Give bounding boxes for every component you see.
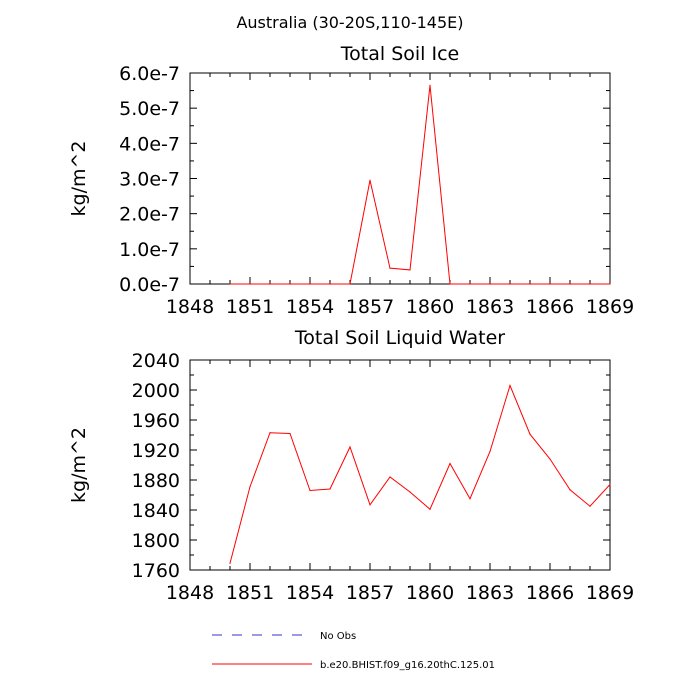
data-point bbox=[609, 483, 611, 486]
legend: No Obs b.e20.BHIST.f09_g16.20thC.125.01 bbox=[212, 631, 495, 671]
data-point bbox=[429, 508, 431, 510]
y-tick-label: 1800 bbox=[132, 530, 180, 552]
x-tick-label: 1869 bbox=[586, 582, 634, 604]
data-point bbox=[609, 283, 611, 285]
x-tick-label: 1863 bbox=[466, 582, 514, 604]
y-tick-label: 1840 bbox=[132, 500, 180, 522]
data-point bbox=[289, 283, 291, 285]
data-point bbox=[249, 283, 251, 285]
x-tick-label: 1869 bbox=[586, 296, 634, 318]
x-tick-label: 1866 bbox=[526, 582, 574, 604]
data-point bbox=[489, 450, 491, 453]
legend-item: No Obs bbox=[212, 631, 356, 642]
data-point bbox=[589, 505, 591, 507]
x-tick-label: 1854 bbox=[286, 582, 334, 604]
data-point bbox=[569, 283, 571, 285]
data-point bbox=[329, 488, 331, 490]
y-tick-label: 4.0e-7 bbox=[119, 133, 180, 155]
y-tick-label: 2000 bbox=[132, 380, 180, 402]
data-point bbox=[269, 283, 271, 285]
x-tick-label: 1863 bbox=[466, 296, 514, 318]
data-point bbox=[469, 498, 471, 500]
x-tick-label: 1851 bbox=[226, 582, 274, 604]
x-tick-label: 1854 bbox=[286, 296, 334, 318]
data-point bbox=[509, 283, 511, 285]
y-tick-label: 1880 bbox=[132, 470, 180, 492]
legend-label: No Obs bbox=[320, 631, 356, 642]
data-point bbox=[389, 267, 391, 269]
data-point bbox=[469, 283, 471, 285]
data-point bbox=[449, 283, 451, 285]
chart-panel-1: Total Soil Ice 1848 1851 1854 1857 1860 1863 18… bbox=[68, 43, 634, 318]
data-point bbox=[309, 283, 311, 285]
y-tick-label: 0.0e-7 bbox=[119, 274, 180, 296]
data-point bbox=[409, 491, 411, 493]
data-point bbox=[229, 283, 231, 285]
y-tick-label: 1.0e-7 bbox=[119, 239, 180, 261]
data-point bbox=[429, 84, 431, 86]
y-tick-label: 1760 bbox=[132, 560, 180, 582]
series-line bbox=[230, 85, 610, 285]
data-point bbox=[269, 432, 271, 434]
x-tick-label: 1848 bbox=[166, 296, 214, 318]
data-point bbox=[349, 446, 351, 448]
x-tick-label: 1857 bbox=[346, 296, 394, 318]
legend-label: b.e20.BHIST.f09_g16.20thC.125.01 bbox=[320, 660, 495, 671]
data-point bbox=[449, 462, 451, 465]
y-tick-label: 2040 bbox=[132, 350, 180, 372]
figure-title: Australia (30-20S,110-145E) bbox=[236, 13, 463, 32]
data-point bbox=[289, 432, 291, 435]
x-tick-label: 1857 bbox=[346, 582, 394, 604]
y-tick-label: 6.0e-7 bbox=[119, 63, 180, 85]
data-point bbox=[529, 283, 531, 285]
data-point bbox=[549, 458, 551, 460]
plot-frame bbox=[189, 72, 611, 285]
data-point bbox=[549, 283, 551, 285]
y-tick-label: 5.0e-7 bbox=[119, 98, 180, 120]
x-tick-label: 1860 bbox=[406, 582, 454, 604]
data-point bbox=[529, 433, 531, 435]
y-tick-label: 2.0e-7 bbox=[119, 204, 180, 226]
data-point bbox=[569, 489, 571, 491]
y-axis-label: kg/m^2 bbox=[68, 141, 90, 217]
y-tick-label: 3.0e-7 bbox=[119, 169, 180, 191]
panel-title: Total Soil Liquid Water bbox=[294, 327, 505, 349]
data-point bbox=[509, 384, 511, 387]
series-line bbox=[229, 384, 611, 564]
chart-panels: Total Soil Ice 1848 1851 1854 1857 1860 1863 18… bbox=[68, 43, 634, 604]
data-point bbox=[589, 283, 591, 285]
legend-item: b.e20.BHIST.f09_g16.20thC.125.01 bbox=[212, 660, 495, 671]
data-point bbox=[389, 476, 391, 478]
y-axis-label: kg/m^2 bbox=[68, 427, 90, 503]
y-tick-label: 1960 bbox=[132, 410, 180, 432]
data-point bbox=[369, 179, 371, 181]
x-tick-label: 1848 bbox=[166, 582, 214, 604]
x-tick-label: 1866 bbox=[526, 296, 574, 318]
x-tick-label: 1851 bbox=[226, 296, 274, 318]
data-point bbox=[309, 489, 311, 492]
data-point bbox=[349, 283, 351, 285]
data-point bbox=[329, 283, 331, 285]
data-point bbox=[409, 269, 411, 271]
y-tick-label: 1920 bbox=[132, 440, 180, 462]
data-point bbox=[369, 504, 371, 506]
data-point bbox=[249, 486, 251, 488]
panel-title: Total Soil Ice bbox=[340, 43, 459, 65]
data-point bbox=[229, 562, 231, 564]
chart-panel-2: Total Soil Liquid Water 1848 1851 1854 1857 1… bbox=[68, 327, 634, 604]
data-point bbox=[489, 283, 491, 285]
plot-frame bbox=[189, 359, 611, 571]
x-tick-label: 1860 bbox=[406, 296, 454, 318]
